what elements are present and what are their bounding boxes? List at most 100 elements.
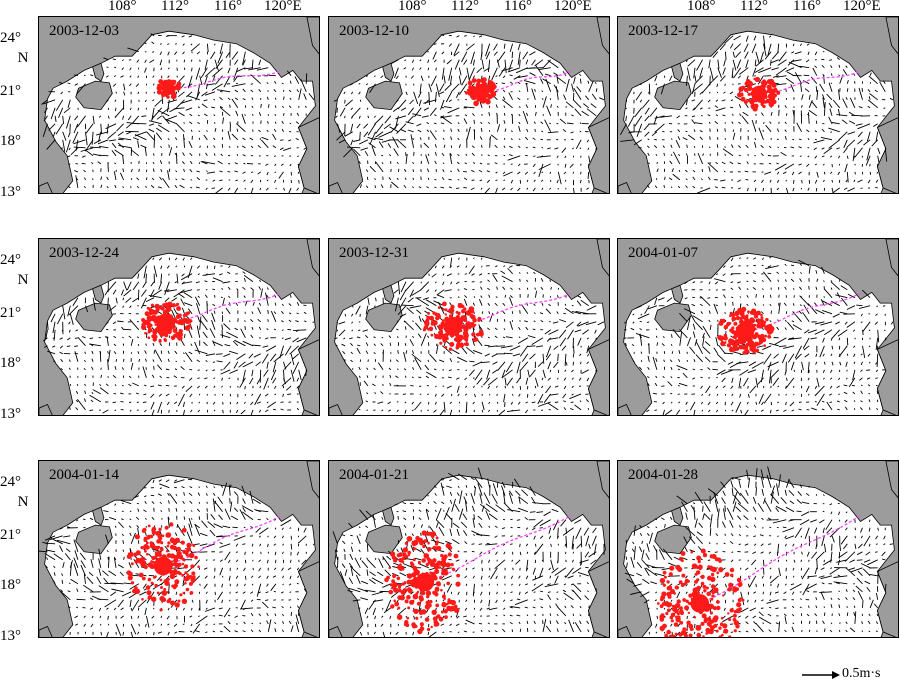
current-vector <box>143 393 147 396</box>
current-vector <box>107 297 109 310</box>
current-vector <box>196 302 201 314</box>
current-vector <box>119 392 124 395</box>
current-vector <box>414 107 422 118</box>
current-vector <box>174 257 178 261</box>
current-vector <box>175 129 178 133</box>
current-vector <box>744 170 749 173</box>
current-vector <box>207 171 216 174</box>
current-vector <box>356 123 361 129</box>
current-vector <box>654 115 665 119</box>
current-vector <box>874 321 879 325</box>
current-vector <box>535 64 544 76</box>
spill-particle <box>760 83 766 90</box>
current-vector <box>244 67 254 70</box>
drift-track <box>481 70 572 93</box>
current-vector <box>655 178 658 181</box>
current-vector <box>112 289 117 295</box>
current-vector <box>857 139 863 145</box>
current-vector <box>70 147 79 156</box>
current-vector <box>149 59 155 63</box>
current-vector <box>485 510 491 520</box>
current-vector <box>359 131 361 141</box>
current-vector <box>752 287 757 291</box>
current-vector <box>229 498 231 504</box>
spill-particle <box>170 324 176 329</box>
current-vector <box>814 138 817 141</box>
current-vector <box>388 367 392 371</box>
current-vector <box>58 107 64 118</box>
current-vector <box>526 271 529 274</box>
current-vector <box>471 145 475 149</box>
current-vector <box>540 385 544 389</box>
spill-particle <box>455 314 460 320</box>
current-vector <box>196 170 200 173</box>
current-vector <box>228 320 231 323</box>
current-vector <box>625 115 627 122</box>
current-vector <box>151 501 155 505</box>
current-vector <box>776 162 779 165</box>
current-vector <box>447 107 460 114</box>
current-vector <box>154 349 163 363</box>
current-vector <box>632 321 635 324</box>
current-vector <box>471 83 475 87</box>
current-vector <box>426 168 430 173</box>
spill-particle <box>476 332 480 337</box>
current-vector <box>397 350 399 354</box>
spill-particle <box>765 90 768 94</box>
current-vector <box>858 106 863 109</box>
current-vector <box>89 409 94 412</box>
current-vector <box>549 369 552 373</box>
current-vector <box>662 145 665 149</box>
current-vector <box>708 59 711 69</box>
current-vector <box>190 43 200 52</box>
current-vector <box>201 520 208 528</box>
current-vector <box>449 491 453 496</box>
current-vector <box>477 467 483 480</box>
current-vector <box>111 142 117 149</box>
spill-particle <box>728 339 734 346</box>
current-vector <box>137 344 140 346</box>
current-vector <box>556 105 559 109</box>
current-vector <box>745 178 749 181</box>
current-vector <box>145 615 150 628</box>
current-vector <box>219 170 223 173</box>
current-vector <box>852 391 856 395</box>
current-vector <box>423 99 437 104</box>
current-vector <box>243 275 254 283</box>
current-vector <box>214 294 216 298</box>
current-vector <box>426 186 430 189</box>
current-vector <box>554 385 559 388</box>
current-vector <box>290 543 293 550</box>
current-vector <box>145 185 147 189</box>
current-vector <box>860 400 863 403</box>
current-vector <box>44 565 48 569</box>
spill-particle <box>767 93 773 99</box>
current-vector <box>74 337 78 339</box>
current-vector <box>205 360 208 363</box>
current-vector <box>152 168 155 172</box>
current-vector <box>84 177 86 181</box>
current-vector <box>538 163 551 171</box>
current-vector <box>188 492 193 497</box>
current-vector <box>517 51 521 65</box>
current-vector <box>113 607 117 611</box>
current-vector <box>60 368 63 371</box>
current-vector <box>185 352 193 363</box>
current-vector <box>450 128 453 132</box>
current-vector <box>677 185 681 189</box>
current-vector <box>189 113 193 117</box>
current-vector <box>115 359 118 362</box>
spill-particle <box>180 540 185 545</box>
current-vector <box>282 613 284 617</box>
spill-particle <box>164 331 167 335</box>
current-vector <box>691 315 696 323</box>
taiwan-island <box>885 17 898 55</box>
current-vector <box>298 179 300 184</box>
current-vector <box>164 118 178 125</box>
current-vector <box>587 147 590 150</box>
current-vector <box>830 337 833 341</box>
current-vector <box>691 115 696 118</box>
spill-particle <box>750 103 757 110</box>
current-vector <box>197 295 201 299</box>
current-vector <box>784 129 787 133</box>
